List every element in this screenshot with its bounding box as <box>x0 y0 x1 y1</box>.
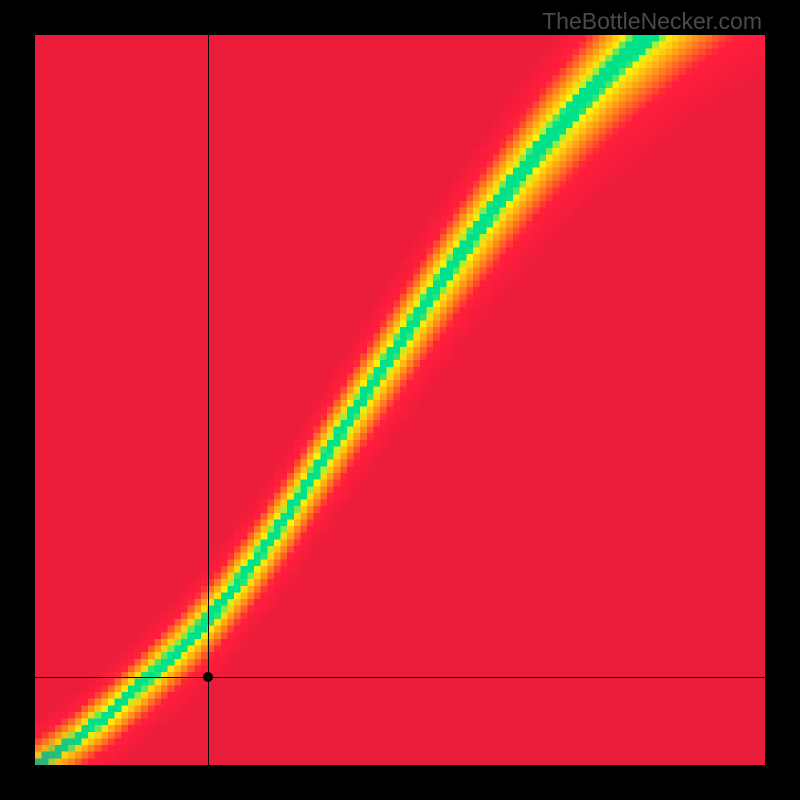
crosshair-vertical <box>208 35 209 765</box>
heatmap-canvas <box>35 35 765 765</box>
crosshair-horizontal <box>35 677 765 678</box>
crosshair-marker <box>203 672 213 682</box>
heatmap-plot <box>35 35 765 765</box>
watermark-text: TheBottleNecker.com <box>542 8 762 35</box>
